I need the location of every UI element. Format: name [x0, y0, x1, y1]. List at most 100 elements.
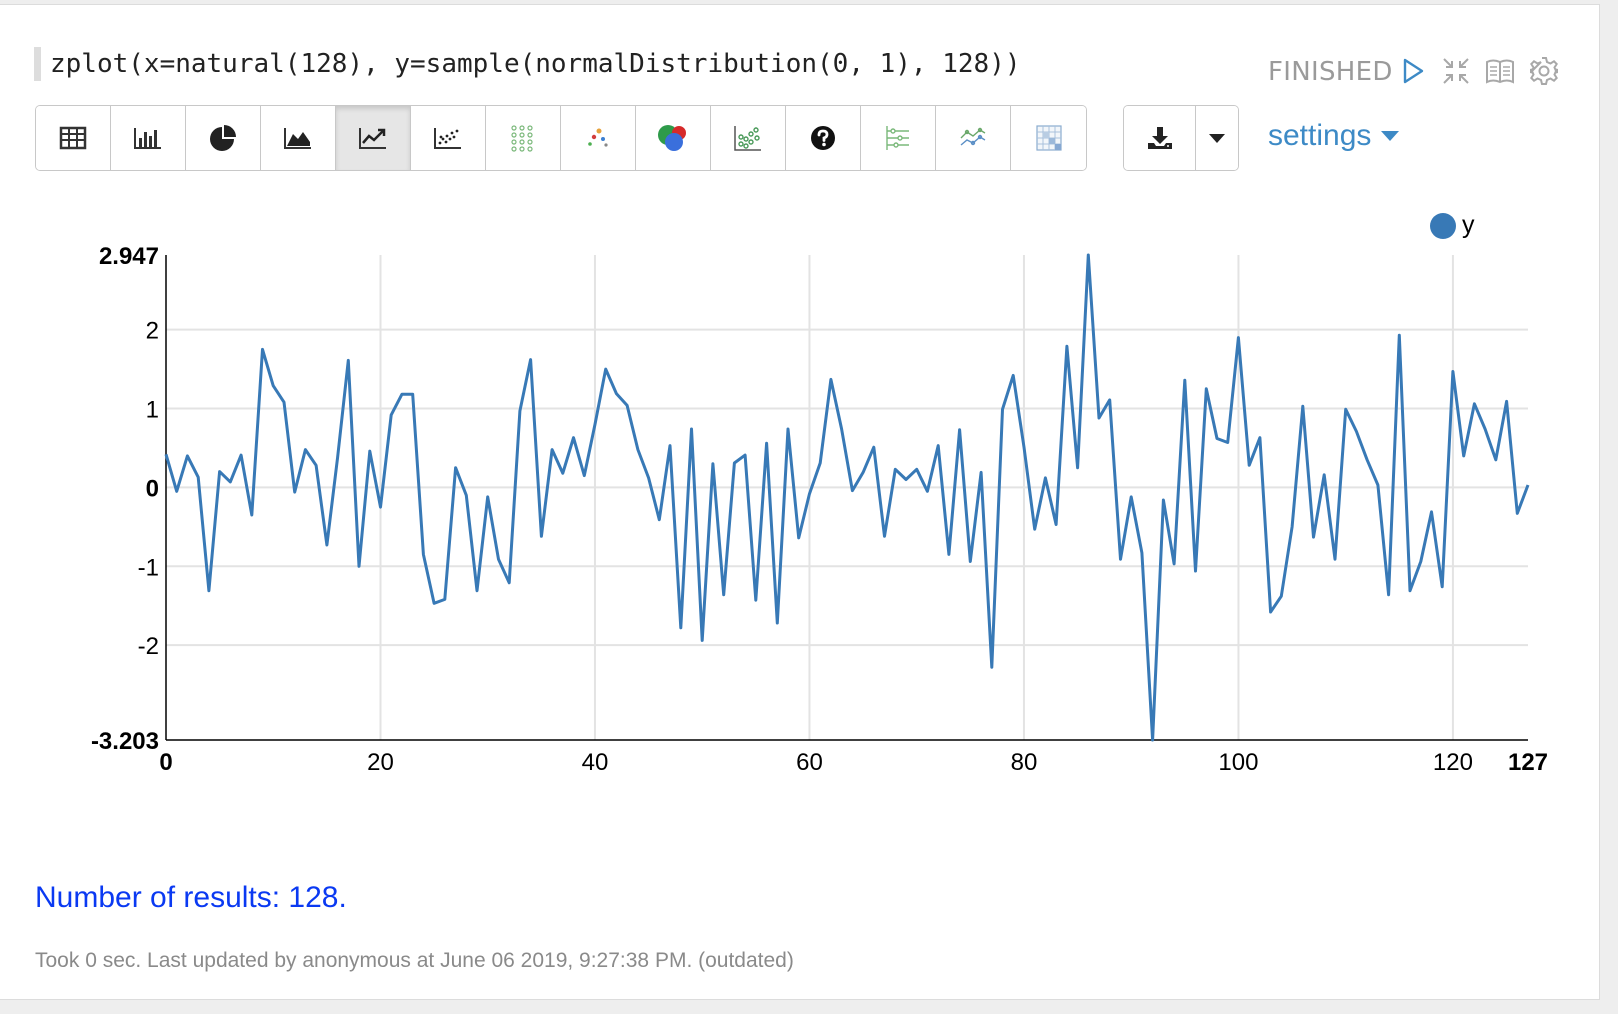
data-point: [990, 666, 993, 669]
timeline-button[interactable]: [861, 106, 936, 170]
data-point: [904, 478, 907, 481]
run-icon[interactable]: [1396, 55, 1428, 87]
data-point: [765, 442, 768, 445]
data-point: [250, 514, 253, 517]
data-point: [529, 358, 532, 361]
x-tick-label: 127: [1508, 749, 1548, 776]
data-point: [325, 543, 328, 546]
data-point: [958, 428, 961, 431]
download-dropdown-button[interactable]: [1196, 106, 1238, 170]
y-tick-label: -3.203: [91, 728, 159, 755]
y-tick-label: -2: [138, 633, 159, 660]
data-point: [433, 602, 436, 605]
data-point: [1441, 585, 1444, 588]
download-button[interactable]: [1124, 106, 1196, 170]
line-chart-button[interactable]: [336, 106, 411, 170]
data-point: [1419, 560, 1422, 563]
data-point: [733, 461, 736, 464]
scatter-chart-button[interactable]: [411, 106, 486, 170]
series-line-y: [164, 253, 1530, 742]
visualization-toolbar: [35, 105, 1087, 171]
data-point: [572, 436, 575, 439]
data-point: [261, 348, 264, 351]
bar-chart-button[interactable]: [111, 106, 186, 170]
data-point: [1409, 589, 1412, 592]
data-point: [744, 454, 747, 457]
bubble-chart-icon: [588, 128, 608, 147]
x-tick-label: 100: [1218, 749, 1258, 776]
data-point: [497, 558, 500, 561]
area-chart-button[interactable]: [261, 106, 336, 170]
x-tick-label: 0: [159, 749, 172, 776]
multi-line-icon: [960, 127, 986, 146]
data-point: [1183, 379, 1186, 382]
x-tick-label: 60: [796, 749, 823, 776]
x-tick-label: 20: [367, 749, 394, 776]
data-point: [486, 495, 489, 498]
data-point: [272, 384, 275, 387]
data-point: [400, 393, 403, 396]
data-point: [1119, 558, 1122, 561]
collapse-icon[interactable]: [1440, 55, 1472, 87]
help-button[interactable]: [786, 106, 861, 170]
multi-line-button[interactable]: [936, 106, 1011, 170]
data-point: [1366, 458, 1369, 461]
legend-item-y[interactable]: y: [1430, 211, 1475, 240]
caret-down-icon: [1209, 134, 1225, 143]
data-point: [862, 471, 865, 474]
data-point: [947, 553, 950, 556]
data-point: [518, 409, 521, 412]
line-chart-icon: [359, 128, 386, 149]
settings-dropdown[interactable]: settings: [1268, 119, 1400, 153]
data-point: [411, 393, 414, 396]
data-point: [1301, 405, 1304, 408]
data-point: [626, 404, 629, 407]
data-point: [229, 480, 232, 483]
x-tick-label: 80: [1011, 749, 1038, 776]
data-point: [422, 553, 425, 556]
data-point: [1473, 402, 1476, 405]
data-point: [508, 581, 511, 584]
caret-down-icon: [1381, 131, 1400, 141]
data-point: [1033, 528, 1036, 531]
bubble-chart-button[interactable]: [561, 106, 636, 170]
data-point: [1226, 441, 1229, 444]
area-chart-icon: [284, 128, 311, 149]
x-tick-label: 120: [1433, 749, 1473, 776]
scatter-matrix-button[interactable]: [486, 106, 561, 170]
data-point: [776, 622, 779, 625]
y-tick-label: 1: [146, 397, 159, 424]
data-point: [1076, 466, 1079, 469]
data-point: [1140, 551, 1143, 554]
data-point: [690, 428, 693, 431]
y-tick-label: -1: [138, 554, 159, 581]
venn-chart-button[interactable]: [636, 106, 711, 170]
gear-icon[interactable]: [1528, 55, 1560, 87]
data-point: [722, 593, 725, 596]
data-point: [1044, 476, 1047, 479]
data-point: [1430, 510, 1433, 513]
data-point: [593, 423, 596, 426]
data-point: [701, 639, 704, 642]
table-view-button[interactable]: [36, 106, 111, 170]
data-point: [787, 428, 790, 431]
book-icon[interactable]: [1484, 55, 1516, 87]
data-point: [218, 470, 221, 473]
code-editor[interactable]: zplot(x=natural(128), y=sample(normalDis…: [34, 47, 1021, 81]
data-point: [604, 368, 607, 371]
data-point: [540, 535, 543, 538]
data-point: [1162, 499, 1165, 502]
data-point: [1494, 458, 1497, 461]
heatmap-button[interactable]: [1011, 106, 1086, 170]
venn-icon: [658, 125, 686, 151]
point-cloud-button[interactable]: [711, 106, 786, 170]
point-cloud-icon: [734, 126, 761, 151]
pie-chart-button[interactable]: [186, 106, 261, 170]
data-point: [1055, 523, 1058, 526]
data-point: [636, 448, 639, 451]
data-point: [336, 456, 339, 459]
data-point: [1462, 454, 1465, 457]
scatter-chart-icon: [434, 128, 461, 149]
data-point: [583, 474, 586, 477]
code-text[interactable]: zplot(x=natural(128), y=sample(normalDis…: [50, 49, 1021, 79]
